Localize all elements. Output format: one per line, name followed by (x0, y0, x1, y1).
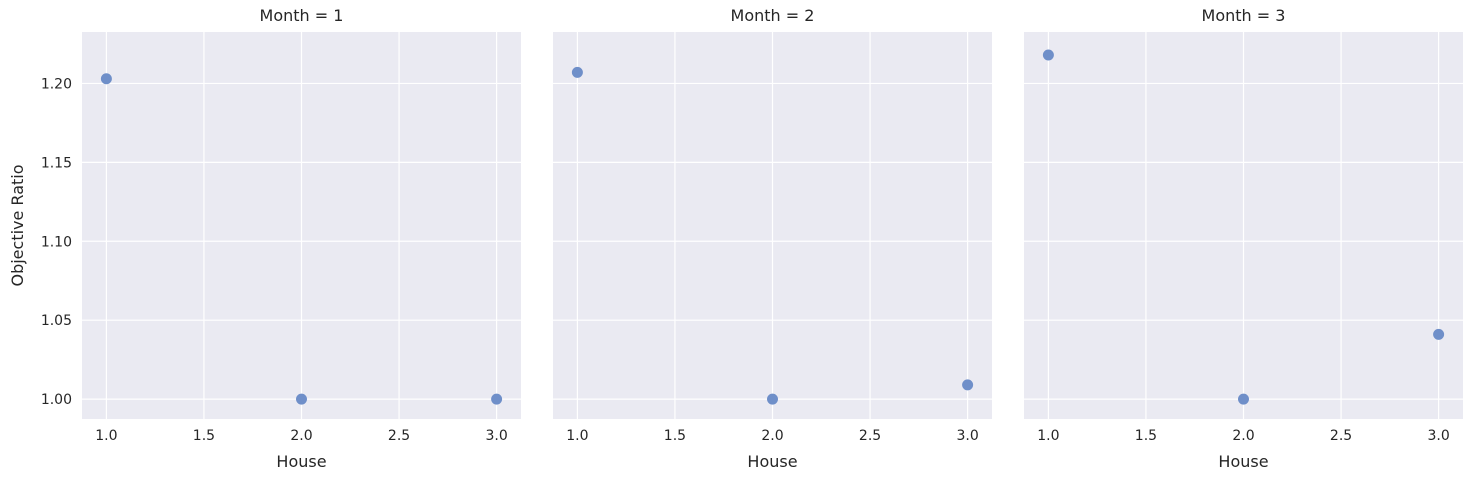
x-tick-label: 2.5 (859, 428, 881, 444)
x-axis-label: House (747, 452, 797, 471)
facet-title: Month = 2 (731, 6, 815, 25)
data-point (100, 73, 112, 85)
data-point (491, 393, 503, 405)
data-point (962, 379, 974, 391)
facet-title: Month = 1 (260, 6, 344, 25)
y-tick-label: 1.00 (41, 392, 72, 408)
facet-panel-3: 1.0 1.5 2.0 2.5 3.0 Month = 3 House (1024, 6, 1463, 471)
data-point (296, 393, 307, 405)
y-axis-label: Objective Ratio (8, 164, 27, 286)
facet-panel-2: 1.0 1.5 2.0 2.5 3.0 Month = 2 House (553, 6, 992, 471)
data-point (1238, 393, 1249, 405)
x-tick-label: 2.0 (290, 428, 312, 444)
x-tick-label: 1.0 (1037, 428, 1059, 444)
x-tick-label: 2.0 (761, 428, 783, 444)
data-point (767, 393, 778, 405)
x-tick-label: 1.5 (664, 428, 686, 444)
x-tick-label: 3.0 (956, 428, 978, 444)
data-point (571, 66, 583, 78)
x-tick-label: 3.0 (485, 428, 507, 444)
facet-title: Month = 3 (1202, 6, 1286, 25)
y-tick-label: 1.05 (41, 313, 72, 329)
x-tick-label: 3.0 (1427, 428, 1449, 444)
data-point (1042, 49, 1054, 61)
facet-panel-1: 1.0 1.5 2.0 2.5 3.0 1.00 1.05 1.10 1.15 1.20 Objec… (8, 6, 521, 471)
x-tick-label: 2.5 (1330, 428, 1352, 444)
x-tick-label: 2.0 (1232, 428, 1254, 444)
y-tick-label: 1.10 (41, 234, 72, 250)
x-tick-label: 1.0 (566, 428, 588, 444)
data-point (1433, 328, 1445, 340)
x-tick-label: 2.5 (388, 428, 410, 444)
y-tick-label: 1.15 (41, 155, 72, 171)
x-axis-label: House (276, 452, 326, 471)
x-tick-label: 1.5 (193, 428, 215, 444)
x-tick-label: 1.0 (95, 428, 117, 444)
x-axis-label: House (1218, 452, 1268, 471)
y-tick-label: 1.20 (41, 76, 72, 92)
x-tick-label: 1.5 (1135, 428, 1157, 444)
